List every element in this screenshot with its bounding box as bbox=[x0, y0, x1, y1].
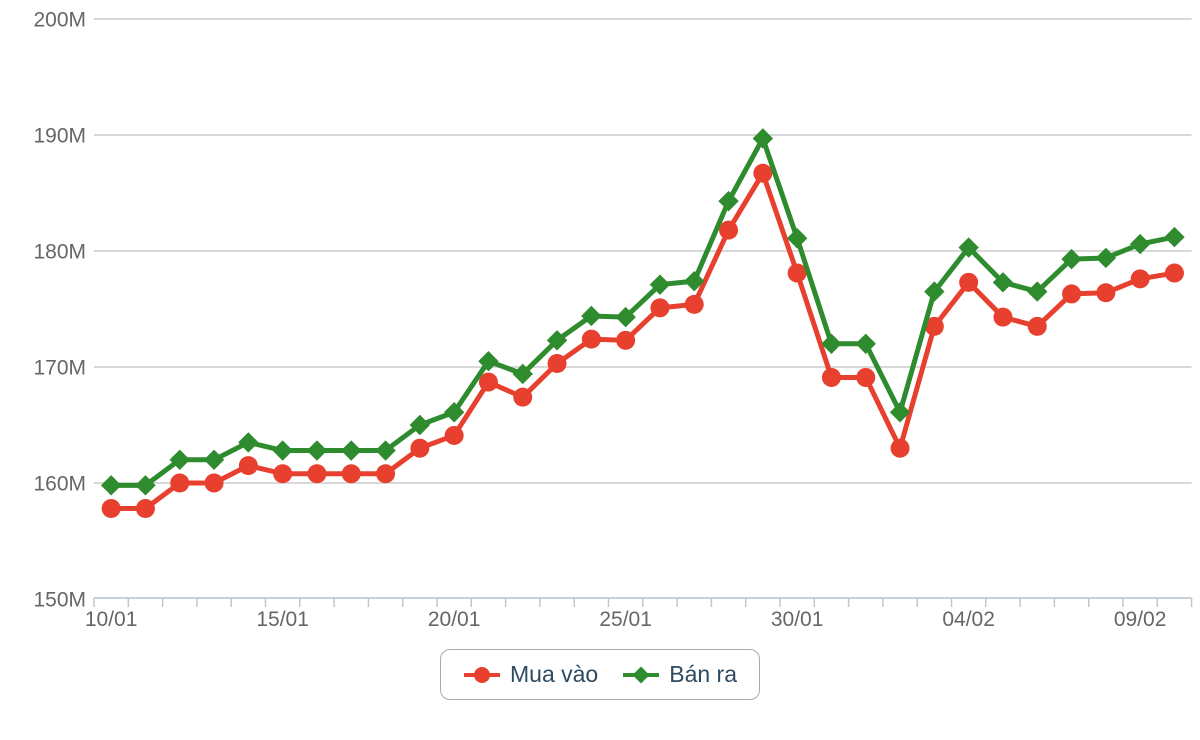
legend-marker-circle-icon bbox=[464, 666, 501, 683]
data-point-marker[interactable] bbox=[443, 402, 465, 423]
data-point-marker[interactable] bbox=[684, 270, 705, 292]
data-point-marker[interactable] bbox=[1062, 284, 1082, 304]
data-point-marker[interactable] bbox=[821, 367, 841, 387]
y-axis-label: 170M bbox=[33, 357, 86, 380]
y-axis-label: 160M bbox=[33, 473, 86, 496]
y-axis-label: 180M bbox=[33, 241, 86, 264]
legend-marker-diamond-icon bbox=[623, 666, 660, 683]
data-point-marker[interactable] bbox=[1096, 283, 1116, 303]
data-point-marker[interactable] bbox=[889, 402, 911, 423]
data-point-marker[interactable] bbox=[170, 473, 190, 493]
legend-item-ban-ra[interactable]: Bán ra bbox=[622, 661, 737, 688]
legend: Mua vào Bán ra bbox=[440, 649, 760, 700]
data-point-marker[interactable] bbox=[684, 294, 704, 314]
x-axis-label: 25/01 bbox=[599, 608, 652, 631]
y-gridlines bbox=[94, 18, 1192, 484]
x-axis-label: 20/01 bbox=[428, 608, 481, 631]
data-point-marker[interactable] bbox=[204, 473, 224, 493]
data-point-marker[interactable] bbox=[993, 307, 1013, 327]
data-point-marker[interactable] bbox=[375, 440, 396, 461]
data-point-marker[interactable] bbox=[616, 330, 636, 350]
data-point-marker[interactable] bbox=[959, 272, 979, 292]
data-point-marker[interactable] bbox=[581, 305, 602, 327]
data-point-marker[interactable] bbox=[341, 440, 362, 461]
data-point-marker[interactable] bbox=[1061, 248, 1082, 270]
data-point-marker[interactable] bbox=[478, 351, 499, 372]
data-point-marker[interactable] bbox=[1130, 269, 1150, 289]
data-point-marker[interactable] bbox=[1129, 233, 1151, 255]
data-point-marker[interactable] bbox=[924, 281, 945, 302]
x-axis-label: 30/01 bbox=[771, 608, 824, 631]
data-point-marker[interactable] bbox=[409, 414, 431, 436]
data-point-marker[interactable] bbox=[100, 475, 122, 496]
data-point-marker[interactable] bbox=[650, 298, 670, 318]
data-point-marker[interactable] bbox=[513, 387, 533, 407]
data-point-marker[interactable] bbox=[718, 190, 739, 212]
data-point-marker[interactable] bbox=[376, 464, 396, 484]
data-point-marker[interactable] bbox=[307, 464, 327, 484]
x-axis-label: 09/02 bbox=[1114, 608, 1167, 631]
data-point-marker[interactable] bbox=[169, 449, 190, 470]
series-line bbox=[108, 170, 1177, 512]
data-point-marker[interactable] bbox=[821, 333, 842, 354]
data-point-marker[interactable] bbox=[1095, 247, 1117, 269]
data-point-marker[interactable] bbox=[546, 330, 568, 351]
y-axis-label: 150M bbox=[33, 589, 86, 612]
data-point-marker[interactable] bbox=[615, 306, 636, 328]
data-point-marker[interactable] bbox=[306, 440, 328, 461]
data-point-marker[interactable] bbox=[1164, 263, 1184, 283]
data-point-marker[interactable] bbox=[444, 425, 464, 445]
y-axis-label: 200M bbox=[33, 9, 86, 32]
data-point-marker[interactable] bbox=[238, 432, 259, 453]
data-point-marker[interactable] bbox=[1027, 316, 1047, 336]
x-axis-labels: 10/01 15/01 20/01 25/01 30/01 04/02 09/02 bbox=[85, 608, 1167, 631]
data-point-marker[interactable] bbox=[1027, 281, 1048, 302]
data-point-marker[interactable] bbox=[135, 499, 155, 519]
data-point-marker[interactable] bbox=[719, 220, 739, 240]
legend-label-ban-ra: Bán ra bbox=[669, 661, 737, 687]
data-point-marker[interactable] bbox=[890, 438, 910, 458]
data-point-marker[interactable] bbox=[787, 263, 807, 283]
legend-label-mua-vao: Mua vào bbox=[510, 661, 599, 687]
data-point-marker[interactable] bbox=[238, 456, 258, 476]
data-point-marker[interactable] bbox=[924, 316, 944, 336]
x-axis-label: 10/01 bbox=[85, 608, 138, 631]
data-point-marker[interactable] bbox=[856, 367, 876, 387]
x-axis-label: 15/01 bbox=[256, 608, 309, 631]
data-point-marker[interactable] bbox=[992, 272, 1014, 293]
data-point-marker[interactable] bbox=[547, 354, 567, 374]
y-axis-label: 190M bbox=[33, 125, 86, 148]
y-axis-labels: 150M 160M 170M 180M 190M 200M bbox=[33, 9, 86, 612]
legend-item-mua-vao[interactable]: Mua vào bbox=[463, 661, 598, 688]
data-point-marker[interactable] bbox=[1164, 226, 1185, 248]
data-point-marker[interactable] bbox=[752, 128, 774, 149]
series-ban-ra bbox=[100, 128, 1185, 496]
data-point-marker[interactable] bbox=[410, 438, 430, 458]
data-point-marker[interactable] bbox=[203, 449, 225, 470]
data-point-marker[interactable] bbox=[135, 475, 156, 496]
data-point-marker[interactable] bbox=[101, 499, 121, 519]
data-point-marker[interactable] bbox=[855, 333, 876, 354]
data-point-marker[interactable] bbox=[512, 363, 533, 385]
data-point-marker[interactable] bbox=[478, 372, 498, 392]
data-point-marker[interactable] bbox=[649, 274, 671, 295]
x-axis bbox=[93, 597, 1193, 607]
data-point-marker[interactable] bbox=[341, 464, 361, 484]
data-point-marker[interactable] bbox=[581, 329, 601, 349]
data-point-marker[interactable] bbox=[272, 440, 293, 461]
data-point-marker[interactable] bbox=[753, 163, 773, 183]
data-point-marker[interactable] bbox=[958, 237, 979, 258]
series-line bbox=[108, 135, 1177, 488]
x-axis-label: 04/02 bbox=[942, 608, 995, 631]
series-mua-vao bbox=[101, 163, 1184, 519]
data-point-marker[interactable] bbox=[786, 228, 808, 249]
data-point-marker[interactable] bbox=[273, 464, 293, 484]
